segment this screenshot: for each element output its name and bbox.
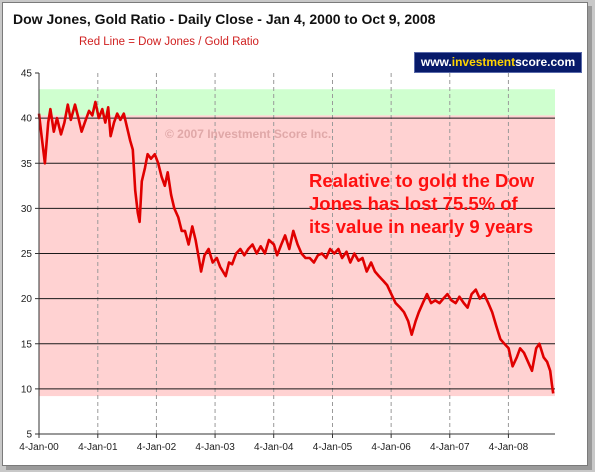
y-tick-label: 35 (21, 159, 33, 170)
y-tick-label: 40 (21, 114, 33, 125)
y-tick-label: 20 (21, 294, 33, 305)
badge-prefix: www. (420, 55, 452, 69)
x-tick-label: 4-Jan-00 (19, 442, 59, 453)
x-tick-label: 4-Jan-05 (313, 442, 353, 453)
x-tick-label: 4-Jan-02 (137, 442, 177, 453)
chart-title: Dow Jones, Gold Ratio - Daily Close - Ja… (13, 11, 436, 27)
series-line-dow-gold-ratio (37, 100, 555, 394)
annotation-text: Realative to gold the Dow Jones has lost … (309, 170, 535, 237)
chart-svg: 4-Jan-00 4-Jan-01 4-Jan-02 4-Jan-03 4-Jan-04… (19, 69, 555, 453)
y-tick-label: 25 (21, 249, 33, 260)
chart-subtitle: Red Line = Dow Jones / Gold Ratio (79, 36, 259, 48)
x-tick-label: 4-Jan-07 (430, 442, 470, 453)
x-tick-label: 4-Jan-03 (195, 442, 235, 453)
x-tick-label: 4-Jan-06 (371, 442, 411, 453)
y-tick-label: 30 (21, 204, 33, 215)
badge-highlight: investment (451, 55, 516, 69)
badge-suffix: score.com (515, 55, 576, 69)
annotation-line: its value in nearly 9 years (309, 216, 533, 237)
x-tick-label: 4-Jan-04 (254, 442, 294, 453)
annotation-line: Jones has lost 75.5% of (309, 193, 519, 214)
y-tick-label: 5 (26, 430, 32, 441)
annotation-line: Realative to gold the Dow (309, 170, 535, 191)
y-tick-label: 15 (21, 339, 33, 350)
x-tick-label: 4-Jan-08 (489, 442, 529, 453)
chart-frame: Dow Jones, Gold Ratio - Daily Close - Ja… (2, 2, 588, 466)
x-tick-label: 4-Jan-01 (78, 442, 118, 453)
y-tick-label: 45 (21, 69, 33, 80)
band-1 (39, 115, 555, 397)
copyright-text: © 2007 Investment Score Inc. (165, 127, 331, 141)
website-badge[interactable]: www.investmentscore.com (414, 52, 582, 73)
y-tick-label: 10 (21, 384, 33, 395)
band-0 (39, 89, 555, 116)
